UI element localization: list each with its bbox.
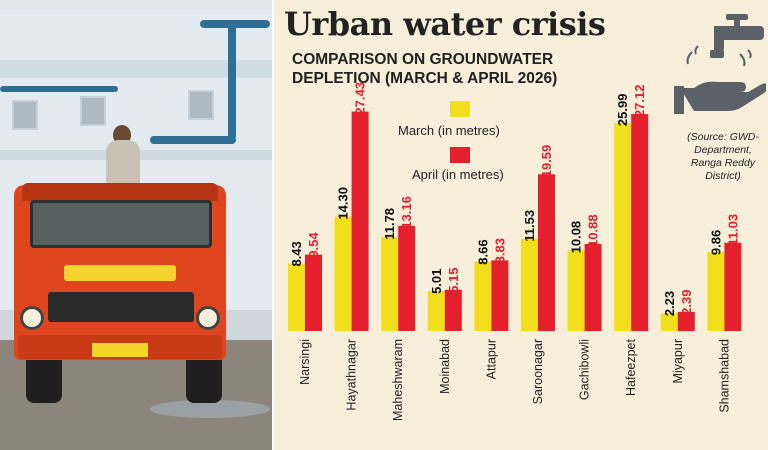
category-label: Hayathnagar (345, 339, 359, 411)
water-tap-hand-icon (674, 14, 766, 114)
category-label: Maheshwaram (391, 339, 405, 421)
category-label: Gachibowli (578, 339, 592, 400)
bar-value-label: 11.78 (382, 208, 397, 240)
legend-april-swatch (450, 147, 470, 163)
bar-value-label: 11.03 (725, 214, 740, 246)
bar-march (381, 236, 399, 331)
bar-april (398, 225, 416, 331)
bar-value-label: 25.99 (615, 94, 630, 127)
photo-puddle (150, 400, 270, 418)
category-label: Hafeezpet (624, 338, 638, 396)
infographic-panel: Urban water crisis COMPARISON ON GROUNDW… (274, 0, 768, 450)
photo-pipe (200, 20, 270, 28)
photo-window (80, 96, 106, 126)
photo-headlight (196, 306, 220, 330)
bar-value-label: 5.15 (446, 267, 461, 292)
photo-truck-windshield (30, 200, 212, 248)
photo-building-band (0, 60, 272, 78)
legend-april-label: April (in metres) (412, 167, 504, 182)
photo-pipe (150, 136, 236, 144)
bar-april (677, 311, 695, 331)
photo-truck-grille (48, 292, 194, 322)
category-label: Attapur (484, 339, 498, 379)
bar-march (288, 263, 305, 331)
bar-april (538, 174, 555, 331)
bar-march (427, 290, 445, 331)
bar-value-label: 9.86 (708, 230, 723, 255)
bar-april (584, 243, 602, 331)
bar-march (660, 313, 678, 331)
bar-value-label: 10.88 (586, 214, 601, 247)
source-note: (Source: GWD-Department, Ranga Reddy Dis… (687, 131, 759, 182)
bar-march (474, 261, 492, 331)
bar-value-label: 9.54 (306, 232, 321, 258)
category-label: Narsingi (298, 339, 312, 385)
bar-value-label: 2.39 (679, 290, 694, 315)
bar-value-label: 5.01 (429, 269, 444, 294)
bar-value-label: 10.08 (569, 221, 584, 254)
bar-march (614, 123, 632, 331)
bar-chart: 8.43 9.54 Narsingi 14.30 27.43 Hayathnagar 11.… (288, 82, 742, 421)
bar-march (334, 216, 352, 331)
bar-value-label: 8.66 (475, 239, 490, 264)
bar-april (305, 254, 322, 331)
bar-value-label: 14.30 (336, 187, 351, 220)
legend-march-swatch (450, 101, 470, 117)
bar-value-label: 27.12 (632, 84, 647, 117)
bar-april (724, 242, 742, 331)
bar-value-label: 8.83 (492, 238, 507, 263)
bar-value-label: 19.59 (539, 145, 554, 178)
category-label: Shamshabad (717, 339, 731, 413)
water-tanker-photo (0, 0, 272, 450)
photo-window (188, 90, 214, 120)
bar-value-label: 27.43 (353, 82, 368, 115)
photo-headlight (20, 306, 44, 330)
photo-person (106, 140, 140, 186)
photo-window (12, 100, 38, 130)
bar-march (567, 250, 585, 331)
bar-april (351, 111, 369, 331)
legend-march-label: March (in metres) (398, 123, 500, 138)
bar-april (631, 114, 649, 331)
photo-pipe (0, 86, 118, 92)
bar-april (444, 289, 462, 331)
chart-title: Urban water crisis (284, 5, 606, 43)
chart-subtitle: COMPARISON ON GROUNDWATER DEPLETION (MAR… (292, 51, 558, 87)
bar-march (521, 238, 538, 331)
photo-pipe (228, 20, 236, 140)
photo-truck-roof (22, 183, 218, 201)
bar-value-label: 2.23 (662, 291, 677, 316)
bar-value-label: 13.16 (399, 196, 414, 229)
category-label: Miyapur (671, 339, 685, 383)
bar-value-label: 8.43 (289, 241, 304, 266)
photo-truck-sign (64, 265, 176, 281)
category-label: Moinabad (438, 339, 452, 394)
photo-number-plate (92, 343, 148, 357)
bar-april (491, 260, 509, 331)
category-label: Saroonagar (531, 339, 545, 404)
bar-value-label: 11.53 (522, 210, 537, 242)
bar-march (707, 252, 725, 331)
